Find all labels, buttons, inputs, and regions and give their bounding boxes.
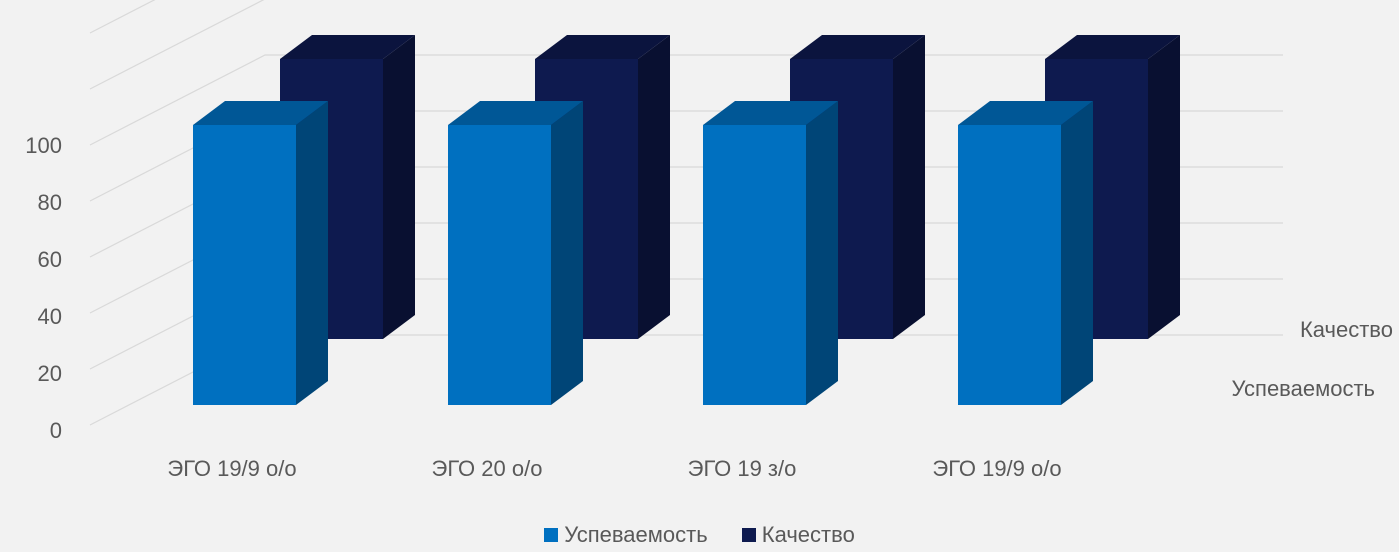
legend-swatch-series-1 [544, 528, 559, 542]
bar-kachestvo-side [638, 35, 670, 339]
bar-kachestvo-side [1148, 35, 1180, 339]
y-axis-ticks: 0 20 40 60 80 100 [25, 133, 62, 443]
depth-axis-label: Успеваемость [1232, 376, 1375, 401]
bar-uspevaemost-top [703, 101, 838, 125]
bar-uspevaemost [448, 101, 583, 405]
gridline [89, 0, 265, 90]
bar-kachestvo-top [790, 35, 925, 59]
bar-uspevaemost [703, 101, 838, 405]
gridline [89, 54, 1283, 146]
bar-kachestvo-side [383, 35, 415, 339]
bar-uspevaemost [958, 101, 1093, 405]
bar-uspevaemost-front [703, 125, 806, 405]
y-tick-label: 20 [38, 361, 62, 386]
bar-uspevaemost-side [551, 101, 583, 405]
x-axis-labels: ЭГО 19/9 о/о ЭГО 20 о/о ЭГО 19 з/о ЭГО 19/9… [167, 456, 1061, 481]
legend-label-series-2: Качество [761, 522, 855, 547]
bar-uspevaemost-side [296, 101, 328, 405]
legend-item-series-1: Успеваемость [544, 522, 708, 548]
depth-axis-labels: Качество Успеваемость [1232, 317, 1393, 401]
y-tick-label: 80 [38, 190, 62, 215]
y-tick-label: 60 [38, 247, 62, 272]
bar-kachestvo-top [535, 35, 670, 59]
y-tick-label: 100 [25, 133, 62, 158]
bar-uspevaemost-top [448, 101, 583, 125]
depth-axis-label: Качество [1300, 317, 1393, 342]
bar-kachestvo-side [893, 35, 925, 339]
bar-uspevaemost-side [806, 101, 838, 405]
bar-uspevaemost-top [958, 101, 1093, 125]
bar-uspevaemost-front [193, 125, 296, 405]
gridline [89, 0, 156, 34]
bar-uspevaemost-front [958, 125, 1061, 405]
y-tick-label: 0 [50, 418, 62, 443]
bar-uspevaemost-side [1061, 101, 1093, 405]
legend-swatch-series-2 [741, 528, 756, 542]
x-tick-label: ЭГО 19 з/о [688, 456, 797, 481]
x-tick-label: ЭГО 19/9 о/о [932, 456, 1061, 481]
bars [193, 35, 1180, 405]
bar-uspevaemost [193, 101, 328, 405]
bar-uspevaemost-front [448, 125, 551, 405]
legend-item-series-2: Качество [741, 522, 855, 548]
legend-label-series-1: Успеваемость [564, 522, 708, 547]
bar-kachestvo-top [1045, 35, 1180, 59]
bar-uspevaemost-top [193, 101, 328, 125]
x-tick-label: ЭГО 19/9 о/о [167, 456, 296, 481]
legend: Успеваемость Качество [0, 522, 1399, 548]
y-tick-label: 40 [38, 304, 62, 329]
bar-kachestvo-top [280, 35, 415, 59]
x-tick-label: ЭГО 20 о/о [432, 456, 543, 481]
